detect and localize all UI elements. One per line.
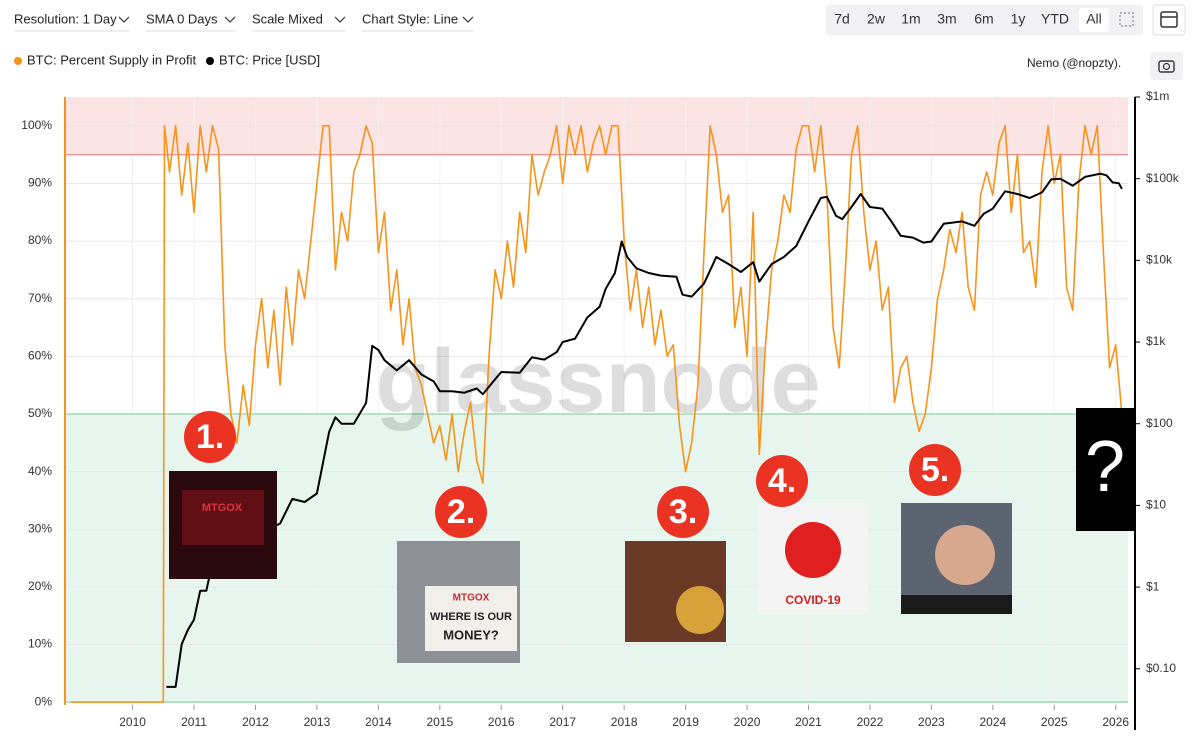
x-tick-label: 2013 <box>304 715 331 729</box>
legend-label: BTC: Percent Supply in Profit <box>27 52 196 67</box>
range-button[interactable]: 7d <box>834 11 850 27</box>
photo-detail <box>425 586 517 651</box>
range-button[interactable]: 1y <box>1011 11 1026 27</box>
y2-tick-label: $1m <box>1146 89 1169 103</box>
annotation-badge <box>184 411 236 463</box>
camera-button[interactable] <box>1150 52 1183 80</box>
x-tick-label: 2011 <box>181 715 207 729</box>
x-tick-label: 2025 <box>1041 715 1068 729</box>
photo-detail <box>676 586 724 634</box>
x-tick-label: 2018 <box>611 715 638 729</box>
photo-detail <box>182 490 264 545</box>
annotation-badge <box>657 486 709 538</box>
y-tick-label: 90% <box>28 176 52 190</box>
y-tick-label: 40% <box>28 464 52 478</box>
range-bar <box>826 5 1143 35</box>
y2-tick-label: $1k <box>1146 334 1166 348</box>
zoom-icon[interactable] <box>1119 12 1134 27</box>
x-tick-label: 2010 <box>119 715 146 729</box>
annotation: 4. <box>768 462 796 500</box>
dropdown[interactable]: SMA 0 Days <box>146 11 218 26</box>
annotation: 5. <box>921 451 949 489</box>
y-tick-label: 50% <box>28 406 52 420</box>
y2-tick-label: $1 <box>1146 579 1160 593</box>
y2-tick-label: $100 <box>1146 416 1173 430</box>
photo-text: MONEY? <box>443 627 499 642</box>
annotation: 3. <box>669 493 697 531</box>
y-tick-label: 10% <box>28 637 52 651</box>
photo-detail <box>935 525 995 585</box>
y2-tick-label: $10 <box>1146 498 1166 512</box>
calendar-icon <box>1160 11 1178 28</box>
range-button[interactable]: 6m <box>974 11 993 27</box>
x-tick-label: 2015 <box>426 715 453 729</box>
range-button[interactable]: 1m <box>901 11 920 27</box>
x-tick-label: 2024 <box>979 715 1006 729</box>
y-tick-label: 20% <box>28 579 52 593</box>
dropdown[interactable]: Scale Mixed <box>252 11 323 26</box>
range-button[interactable]: 3m <box>937 11 956 27</box>
photo-text: MTGOX <box>202 502 243 514</box>
x-tick-label: 2017 <box>549 715 576 729</box>
range-button[interactable]: 2w <box>867 11 886 27</box>
range-button[interactable]: YTD <box>1041 11 1069 27</box>
y-tick-label: 100% <box>21 118 52 132</box>
annotation-badge <box>435 486 487 538</box>
annotation-badge <box>909 444 961 496</box>
chevron <box>462 16 474 23</box>
calendar-button[interactable] <box>1152 4 1186 36</box>
y-tick-label: 60% <box>28 349 52 363</box>
x-tick-label: 2026 <box>1102 715 1129 729</box>
watermark: glassnode <box>375 332 820 432</box>
photo-text: MTGOX <box>453 593 490 604</box>
x-tick-label: 2020 <box>734 715 761 729</box>
x-tick-label: 2016 <box>488 715 515 729</box>
legend-label: BTC: Price [USD] <box>219 52 320 67</box>
y2-tick-label: $100k <box>1146 171 1180 185</box>
y-tick-label: 30% <box>28 521 52 535</box>
credit: Nemo (@nopzty). <box>1027 56 1121 70</box>
annotation-badge <box>756 455 808 507</box>
annotation: 1. <box>196 418 224 456</box>
chevron <box>334 16 346 23</box>
y2-tick-label: $0.10 <box>1146 661 1176 675</box>
chevron <box>118 16 130 23</box>
dropdown[interactable]: Resolution: 1 Day <box>14 11 117 26</box>
y-tick-label: 70% <box>28 291 52 305</box>
photo-detail <box>785 522 841 578</box>
y-tick-label: 0% <box>35 694 53 708</box>
x-tick-label: 2014 <box>365 715 392 729</box>
x-tick-label: 2022 <box>857 715 884 729</box>
legend-swatch <box>14 57 22 65</box>
x-tick-label: 2012 <box>242 715 269 729</box>
x-tick-label: 2019 <box>672 715 699 729</box>
dropdown[interactable]: Chart Style: Line <box>362 11 458 26</box>
photo-text: COVID-19 <box>785 593 841 607</box>
annotation: ? <box>1085 427 1125 507</box>
x-tick-label: 2021 <box>795 715 822 729</box>
question-box <box>1076 408 1134 531</box>
camera-icon <box>1162 62 1171 71</box>
range-button[interactable]: All <box>1086 11 1102 27</box>
chevron <box>224 16 236 23</box>
series-line <box>71 125 1123 703</box>
range-active <box>1079 8 1109 32</box>
x-tick-label: 2023 <box>918 715 945 729</box>
legend-swatch <box>206 57 214 65</box>
photo-detail <box>901 595 1012 614</box>
camera-icon <box>1158 60 1175 73</box>
photo-text: WHERE IS OUR <box>430 611 512 623</box>
series-line <box>166 172 1123 688</box>
y2-tick-label: $10k <box>1146 253 1173 267</box>
y-tick-label: 80% <box>28 233 52 247</box>
annotation: 2. <box>447 493 475 531</box>
